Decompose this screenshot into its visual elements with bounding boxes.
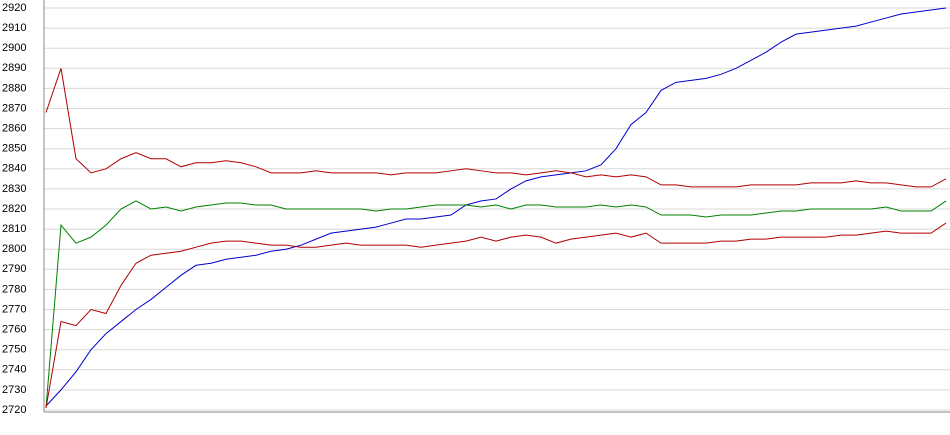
- y-tick-label: 2900: [2, 42, 26, 54]
- y-tick-label: 2810: [2, 223, 26, 235]
- y-tick-label: 2730: [2, 384, 26, 396]
- series-line: [45, 68, 947, 188]
- y-tick-label: 2790: [2, 263, 26, 275]
- y-tick-label: 2750: [2, 344, 26, 356]
- y-tick-label: 2870: [2, 102, 26, 114]
- series-line: [45, 200, 947, 409]
- y-tick-label: 2780: [2, 283, 26, 295]
- y-tick-label: 2880: [2, 82, 26, 94]
- y-tick-label: 2890: [2, 62, 26, 74]
- y-tick-label: 2720: [2, 404, 26, 416]
- y-tick-label: 2770: [2, 303, 26, 315]
- y-tick-label: 2840: [2, 163, 26, 175]
- series-line: [45, 7, 947, 407]
- y-tick-label: 2800: [2, 243, 26, 255]
- y-tick-label: 2910: [2, 22, 26, 34]
- y-tick-label: 2740: [2, 364, 26, 376]
- series-line: [45, 222, 947, 409]
- y-tick-label: 2920: [2, 2, 26, 14]
- y-tick-label: 2850: [2, 143, 26, 155]
- y-tick-label: 2860: [2, 123, 26, 135]
- y-tick-label: 2820: [2, 203, 26, 215]
- y-tick-label: 2760: [2, 324, 26, 336]
- y-tick-label: 2830: [2, 183, 26, 195]
